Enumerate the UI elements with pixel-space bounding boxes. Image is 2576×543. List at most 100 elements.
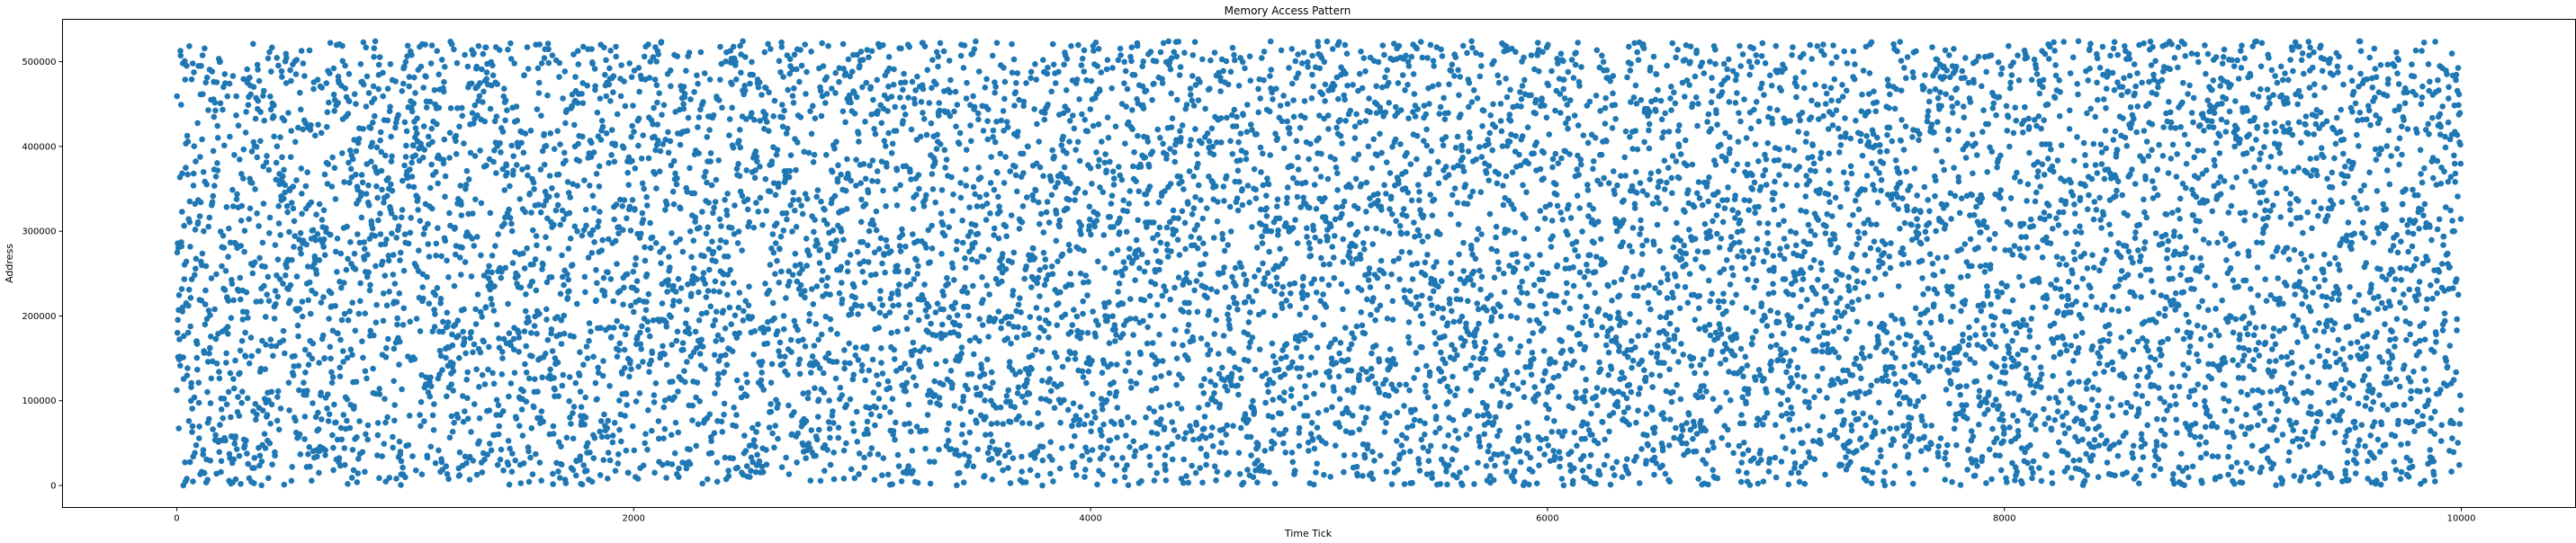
- scatter-point: [1125, 351, 1131, 357]
- scatter-point: [617, 93, 624, 100]
- scatter-point: [1262, 370, 1270, 377]
- scatter-point: [462, 350, 469, 357]
- scatter-point: [233, 93, 240, 100]
- scatter-point: [964, 289, 971, 296]
- scatter-point: [838, 263, 845, 271]
- scatter-point: [839, 392, 846, 398]
- scatter-point: [571, 121, 578, 129]
- scatter-point: [380, 290, 387, 297]
- scatter-point: [965, 304, 971, 310]
- scatter-point: [591, 205, 597, 211]
- scatter-point: [1081, 47, 1088, 54]
- scatter-point: [1055, 68, 1062, 76]
- scatter-point: [268, 68, 274, 75]
- scatter-point: [229, 186, 236, 193]
- scatter-point: [438, 253, 445, 260]
- scatter-point: [190, 478, 196, 485]
- scatter-point: [705, 224, 712, 231]
- scatter-point: [1142, 442, 1149, 450]
- scatter-point: [649, 427, 655, 434]
- scatter-point: [434, 285, 441, 291]
- scatter-point: [385, 175, 391, 182]
- scatter-point: [1171, 427, 1178, 433]
- scatter-point: [493, 113, 500, 120]
- scatter-point: [734, 240, 741, 246]
- scatter-point: [665, 129, 671, 136]
- scatter-point: [464, 415, 471, 423]
- scatter-point: [655, 418, 662, 424]
- scatter-point: [723, 239, 730, 245]
- scatter-point: [522, 209, 528, 216]
- scatter-point: [247, 75, 253, 81]
- scatter-point: [1307, 332, 1314, 339]
- scatter-point: [1012, 89, 1019, 95]
- scatter-point: [613, 43, 619, 50]
- scatter-point: [751, 328, 758, 334]
- scatter-point: [1219, 364, 1225, 371]
- scatter-point: [346, 98, 353, 104]
- scatter-point: [1072, 197, 1078, 203]
- scatter-point: [978, 365, 985, 372]
- scatter-point: [1309, 52, 1315, 59]
- scatter-point: [444, 319, 452, 325]
- scatter-point: [285, 379, 292, 387]
- scatter-point: [279, 154, 285, 161]
- scatter-point: [411, 74, 417, 81]
- scatter-point: [274, 256, 282, 263]
- scatter-point: [980, 128, 987, 134]
- scatter-point: [965, 386, 971, 393]
- scatter-point: [945, 438, 952, 444]
- scatter-point: [1286, 125, 1293, 131]
- scatter-point: [1119, 331, 1126, 337]
- scatter-point: [1110, 224, 1117, 230]
- scatter-point: [1263, 192, 1270, 199]
- scatter-point: [505, 300, 511, 307]
- scatter-point: [428, 383, 435, 390]
- scatter-point: [1201, 425, 1207, 432]
- scatter-point: [821, 369, 827, 377]
- scatter-point: [887, 248, 894, 254]
- scatter-point: [1308, 420, 1315, 426]
- scatter-point: [974, 203, 981, 209]
- scatter-point: [574, 227, 580, 235]
- scatter-point: [361, 239, 368, 245]
- scatter-point: [667, 67, 674, 74]
- scatter-point: [571, 223, 579, 230]
- scatter-point: [1002, 266, 1010, 272]
- scatter-point: [973, 385, 980, 391]
- scatter-point: [452, 251, 459, 258]
- scatter-point: [951, 108, 957, 115]
- scatter-point: [355, 231, 361, 237]
- scatter-point: [200, 91, 206, 97]
- scatter-point: [373, 144, 381, 151]
- scatter-point: [762, 175, 769, 182]
- scatter-point: [857, 180, 864, 186]
- scatter-point: [503, 162, 510, 169]
- scatter-point: [388, 181, 394, 188]
- scatter-point: [769, 299, 776, 307]
- scatter-point: [1294, 193, 1301, 200]
- scatter-point: [637, 329, 643, 336]
- scatter-point: [575, 48, 581, 54]
- scatter-point: [1082, 190, 1089, 196]
- scatter-point: [544, 215, 551, 222]
- scatter-point: [811, 151, 818, 158]
- scatter-point: [659, 300, 666, 307]
- scatter-point: [1167, 296, 1173, 303]
- scatter-point: [821, 389, 828, 396]
- scatter-point: [517, 284, 525, 291]
- scatter-point: [1024, 377, 1030, 383]
- scatter-point: [1231, 106, 1238, 113]
- scatter-point: [747, 80, 753, 87]
- scatter-point: [783, 130, 790, 137]
- scatter-point: [935, 112, 942, 119]
- scatter-point: [804, 395, 812, 402]
- scatter-point: [876, 296, 884, 302]
- scatter-point: [263, 159, 270, 165]
- scatter-point: [224, 93, 231, 100]
- scatter-point: [189, 429, 195, 435]
- scatter-point: [1061, 164, 1068, 171]
- scatter-point: [734, 464, 741, 471]
- scatter-point: [808, 130, 815, 138]
- scatter-point: [810, 159, 817, 165]
